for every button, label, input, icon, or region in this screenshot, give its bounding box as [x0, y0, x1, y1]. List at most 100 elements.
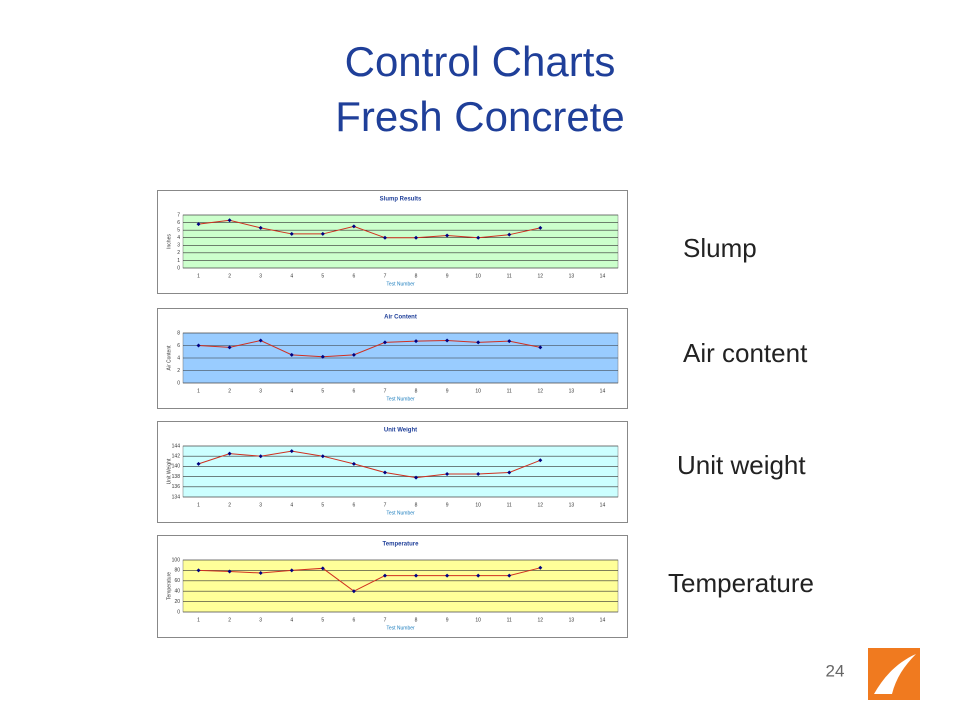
x-tick-label: 4 [290, 388, 293, 394]
x-tick-label: 8 [415, 617, 418, 623]
y-tick-label: 8 [177, 330, 180, 336]
x-tick-label: 5 [321, 273, 324, 279]
data-point [538, 345, 543, 350]
x-tick-label: 8 [415, 273, 418, 279]
data-point [320, 454, 325, 459]
data-line [198, 219, 541, 239]
x-tick-label: 13 [569, 388, 575, 394]
chart-label: Temperature [668, 568, 814, 598]
logo-swoosh [874, 654, 916, 694]
data-point [445, 338, 450, 343]
x-tick-label: 2 [228, 617, 231, 623]
x-tick-label: 4 [290, 502, 293, 508]
y-tick-label: 20 [174, 599, 180, 605]
data-point [445, 472, 450, 477]
chart-title: Air Content [384, 315, 417, 321]
x-tick-label: 9 [446, 617, 449, 623]
logo [868, 648, 920, 700]
data-point [445, 573, 450, 578]
y-tick-label: 2 [177, 368, 180, 374]
data-point [289, 568, 294, 573]
y-axis-label: Temperature [166, 572, 172, 600]
data-point [507, 470, 512, 475]
y-axis-label: Inches [166, 234, 172, 249]
data-point [289, 231, 294, 236]
data-point [289, 449, 294, 454]
x-tick-label: 1 [197, 502, 200, 508]
data-point [196, 343, 201, 348]
x-tick-label: 9 [446, 502, 449, 508]
x-tick-label: 12 [538, 388, 544, 394]
y-tick-label: 7 [177, 212, 180, 218]
x-tick-label: 10 [475, 502, 481, 508]
slide-title: Fresh Concrete [335, 93, 624, 140]
y-tick-label: 138 [172, 474, 181, 480]
y-tick-label: 4 [177, 355, 180, 361]
x-axis-label: Test Number [386, 625, 415, 631]
y-tick-label: 140 [172, 464, 181, 470]
data-point [476, 340, 481, 345]
x-tick-label: 6 [353, 502, 356, 508]
x-tick-label: 10 [475, 388, 481, 394]
chart-title: Slump Results [380, 197, 422, 203]
data-point [538, 225, 543, 230]
x-tick-label: 1 [197, 388, 200, 394]
x-tick-label: 2 [228, 502, 231, 508]
data-line [198, 567, 541, 592]
data-point [258, 225, 263, 230]
x-tick-label: 13 [569, 502, 575, 508]
x-tick-label: 11 [507, 273, 512, 279]
x-tick-label: 8 [415, 502, 418, 508]
x-tick-label: 5 [321, 388, 324, 394]
x-tick-label: 1 [197, 273, 200, 279]
data-point [414, 573, 419, 578]
y-tick-label: 5 [177, 227, 180, 233]
data-point [538, 458, 543, 463]
x-tick-label: 9 [446, 388, 449, 394]
y-tick-label: 6 [177, 220, 180, 226]
chart-label: Air content [683, 338, 808, 368]
data-point [445, 233, 450, 238]
y-tick-label: 0 [177, 380, 180, 386]
y-tick-label: 0 [177, 609, 180, 615]
x-tick-label: 9 [446, 273, 449, 279]
data-point [320, 231, 325, 236]
y-axis-label: Air Content [166, 345, 172, 371]
y-tick-label: 80 [174, 568, 180, 574]
data-point [382, 340, 387, 345]
x-axis-label: Test Number [386, 396, 415, 402]
x-tick-label: 2 [228, 273, 231, 279]
plot-area [182, 445, 619, 498]
data-point [351, 224, 356, 229]
x-tick-label: 11 [507, 502, 512, 508]
y-axis-label: Unit Weight [166, 458, 172, 484]
page-number: 24 [826, 661, 845, 680]
data-point [382, 235, 387, 240]
x-tick-label: 14 [600, 502, 606, 508]
x-tick-label: 6 [353, 388, 356, 394]
data-point [476, 235, 481, 240]
x-tick-label: 2 [228, 388, 231, 394]
y-tick-label: 100 [172, 557, 181, 563]
chart-label: Unit weight [677, 450, 806, 480]
chart-title: Temperature [383, 542, 420, 548]
x-tick-label: 4 [290, 273, 293, 279]
data-point [538, 565, 543, 570]
x-axis-label: Test Number [386, 510, 415, 516]
data-point [258, 571, 263, 575]
data-point [507, 339, 512, 344]
data-point [351, 352, 356, 357]
x-tick-label: 12 [538, 502, 544, 508]
x-tick-label: 1 [197, 617, 200, 623]
x-tick-label: 7 [384, 273, 387, 279]
data-point [196, 568, 201, 573]
data-point [476, 472, 481, 477]
data-point [258, 338, 263, 343]
x-tick-label: 8 [415, 388, 418, 394]
data-point [227, 218, 232, 223]
data-point [227, 569, 232, 574]
